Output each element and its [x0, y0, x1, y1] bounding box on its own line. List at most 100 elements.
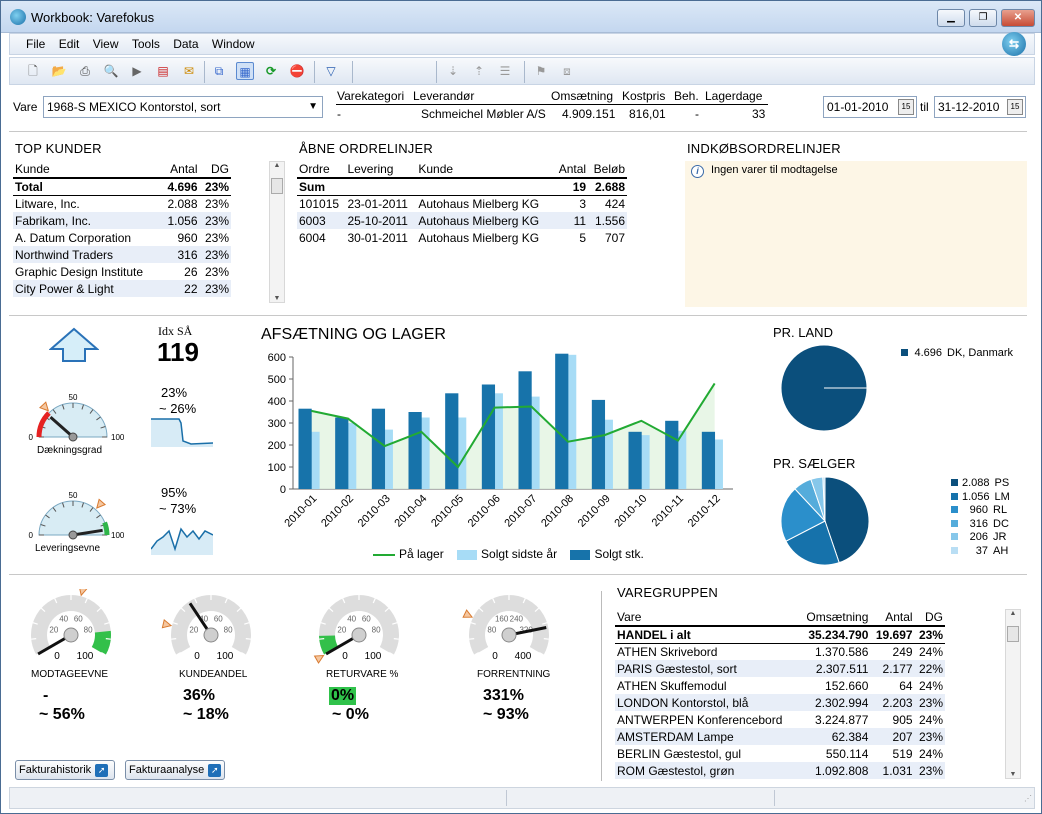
- table-view-icon[interactable]: ▦: [236, 62, 254, 80]
- pdf-icon[interactable]: ▤: [157, 64, 169, 78]
- close-button[interactable]: ✕: [1001, 9, 1035, 27]
- cell: Autohaus Mielberg KG: [418, 196, 540, 211]
- bar-solgt-stk: [701, 431, 716, 489]
- filter-icon[interactable]: ▽: [326, 64, 336, 78]
- date-from-field[interactable]: 01-01-2010 15: [823, 96, 917, 118]
- vare-select[interactable]: 1968-S MEXICO Kontorstol, sort ▼: [43, 96, 323, 118]
- email-icon[interactable]: ✉: [183, 64, 195, 78]
- gauge-tick: [172, 622, 178, 625]
- gauge-tick: [342, 598, 346, 604]
- varegruppen-scrollbar[interactable]: ▲ ▼: [1005, 609, 1021, 779]
- gauge-mid-label: 50: [69, 393, 78, 402]
- table-row[interactable]: 101015 23-01-2011 Autohaus Mielberg KG 3 424: [297, 195, 627, 212]
- table-row[interactable]: LONDON Kontorstol, blå 2.302.994 2.203 23%: [615, 694, 945, 711]
- menu-file[interactable]: File: [26, 37, 46, 51]
- total-label: HANDEL i alt: [615, 626, 799, 644]
- copy-icon[interactable]: ⧉: [214, 64, 224, 78]
- calendar-icon[interactable]: 15: [1007, 99, 1023, 115]
- legend-item: 2.088 PS: [951, 477, 1010, 491]
- resize-grip-icon[interactable]: ⋰: [1024, 794, 1032, 803]
- table-row[interactable]: City Power & Light 22 23%: [13, 280, 231, 297]
- navigate-back-icon[interactable]: ⇆: [1002, 32, 1026, 56]
- menu-edit[interactable]: Edit: [58, 37, 80, 51]
- sort-custom-icon[interactable]: ☰: [499, 64, 511, 78]
- table-row[interactable]: ANTWERPEN Konferencebord 3.224.877 905 24%: [615, 711, 945, 728]
- gauge-tick: [62, 404, 65, 410]
- fakturaanalyse-button[interactable]: Fakturaanalyse ➚: [125, 760, 225, 780]
- date-to-field[interactable]: 31-12-2010 15: [934, 96, 1026, 118]
- scroll-up-icon[interactable]: ▲: [1009, 610, 1017, 617]
- toolbar-separator: [436, 61, 437, 83]
- minimize-button[interactable]: ▁: [937, 9, 965, 27]
- y-tick-label: 400: [268, 396, 286, 408]
- col-dg: DG: [914, 609, 945, 627]
- table-row[interactable]: BERLIN Gæstestol, gul 550.114 519 24%: [615, 745, 945, 762]
- menu-data[interactable]: Data: [173, 37, 199, 51]
- sort-ascending-icon[interactable]: ⇣: [447, 64, 459, 78]
- cell: ROM Gæstestol, grøn: [617, 763, 735, 778]
- table-row[interactable]: ROM Gæstestol, grøn 1.092.808 1.031 23%: [615, 762, 945, 779]
- menu-view[interactable]: View: [92, 37, 119, 51]
- table-row[interactable]: Fabrikam, Inc. 1.056 23%: [13, 212, 231, 229]
- scroll-down-icon[interactable]: ▼: [1009, 771, 1017, 778]
- gauge-green-zone: [91, 630, 111, 655]
- scroll-down-icon[interactable]: ▼: [273, 295, 281, 302]
- scroll-thumb[interactable]: [271, 178, 283, 194]
- cell: 519: [892, 746, 913, 761]
- top-kunder-scrollbar[interactable]: ▲ ▼: [269, 161, 285, 303]
- scroll-thumb[interactable]: [1007, 626, 1019, 642]
- col-lagerdage: Lagerdage: [705, 89, 763, 103]
- menu-tools[interactable]: Tools: [131, 37, 160, 51]
- table-row[interactable]: A. Datum Corporation 960 23%: [13, 229, 231, 246]
- maximize-button[interactable]: ❐: [969, 9, 997, 27]
- print-icon[interactable]: ⎙: [80, 64, 90, 78]
- new-document-icon[interactable]: 🗋: [28, 64, 38, 78]
- gauge-needle: [49, 416, 74, 439]
- cell: LONDON Kontorstol, blå: [617, 695, 749, 710]
- bar-solgt-stk: [408, 412, 422, 489]
- cell: 3: [579, 196, 587, 211]
- table-row[interactable]: PARIS Gæstestol, sort 2.307.511 2.177 22%: [615, 660, 945, 677]
- table-row[interactable]: 6003 25-10-2011 Autohaus Mielberg KG 11 1.55…: [297, 212, 627, 229]
- table-row[interactable]: ATHEN Skuffemodul 152.660 64 24%: [615, 677, 945, 694]
- refresh-icon[interactable]: ⟳: [265, 64, 277, 78]
- sort-descending-icon[interactable]: ⇡: [473, 64, 485, 78]
- cell: A. Datum Corporation: [15, 230, 132, 245]
- gauge-mid-label: 50: [69, 491, 78, 500]
- print-preview-icon[interactable]: 🔍: [103, 64, 119, 78]
- toolbar-separator: [314, 61, 315, 83]
- calendar-icon[interactable]: 15: [898, 99, 914, 115]
- col-antal: Antal: [553, 161, 589, 179]
- menu-window[interactable]: Window: [211, 37, 255, 51]
- export-icon[interactable]: ▶: [132, 64, 142, 78]
- arrow-right-icon: ➚: [208, 763, 222, 777]
- bar-solgt-stk: [298, 408, 312, 489]
- open-folder-icon[interactable]: 📂: [51, 64, 67, 78]
- legend-value: 960: [969, 504, 988, 517]
- gauge-green-zone: [102, 521, 110, 536]
- gauge-tick: [478, 607, 484, 613]
- cell: 23%: [204, 230, 229, 245]
- total-dg: 23%: [199, 178, 231, 196]
- x-tick-label: 2010-06: [466, 493, 503, 530]
- cell: 11: [573, 213, 587, 228]
- link-icon[interactable]: ⧈: [563, 64, 571, 78]
- gauge-tick: [40, 607, 46, 613]
- stop-icon[interactable]: ⛔: [289, 64, 305, 78]
- table-row[interactable]: Northwind Traders 316 23%: [13, 246, 231, 263]
- gauge-tick: [244, 622, 250, 625]
- table-row[interactable]: 6004 30-01-2011 Autohaus Mielberg KG 5 707: [297, 229, 627, 246]
- col-omsaetning: Omsætning: [551, 89, 614, 103]
- x-tick-label: 2010-07: [502, 493, 539, 530]
- flag-icon[interactable]: ⚑: [535, 64, 547, 78]
- gauge-needle: [72, 528, 103, 537]
- scroll-up-icon[interactable]: ▲: [273, 162, 281, 169]
- table-row[interactable]: Litware, Inc. 2.088 23%: [13, 195, 231, 212]
- fakturahistorik-button[interactable]: Fakturahistorik ➚: [15, 760, 115, 780]
- table-row[interactable]: AMSTERDAM Lampe 62.384 207 23%: [615, 728, 945, 745]
- table-row[interactable]: Graphic Design Institute 26 23%: [13, 263, 231, 280]
- table-row[interactable]: ATHEN Skrivebord 1.370.586 249 24%: [615, 643, 945, 660]
- y-tick-label: 600: [268, 352, 286, 364]
